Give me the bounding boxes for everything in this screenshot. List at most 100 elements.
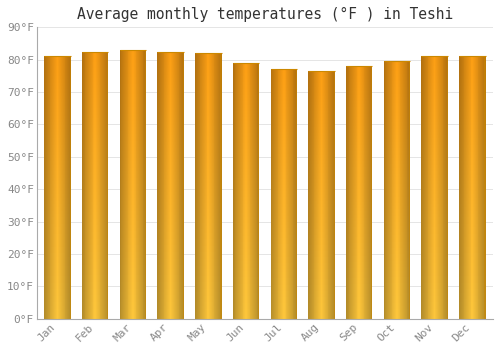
Bar <box>246 290 247 293</box>
Bar <box>314 201 316 204</box>
Bar <box>182 142 183 145</box>
Bar <box>164 225 166 229</box>
Bar <box>402 254 403 258</box>
Bar <box>431 224 432 227</box>
Bar <box>478 145 480 148</box>
Bar <box>312 93 314 96</box>
Bar <box>314 275 316 279</box>
Bar <box>123 316 124 319</box>
Bar <box>332 204 333 207</box>
Bar <box>424 73 425 76</box>
Bar <box>195 282 196 286</box>
Bar <box>94 169 95 172</box>
Bar <box>55 86 56 89</box>
Bar <box>125 124 126 127</box>
Bar <box>442 109 444 112</box>
Bar <box>389 293 390 296</box>
Bar <box>400 229 402 232</box>
Bar <box>170 155 172 159</box>
Bar <box>291 91 292 95</box>
Bar <box>270 260 272 263</box>
Bar <box>325 229 326 232</box>
Bar <box>95 245 96 249</box>
Bar <box>356 208 358 211</box>
Bar <box>124 124 125 127</box>
Bar <box>409 158 410 161</box>
Bar <box>167 306 168 309</box>
Bar <box>69 76 70 79</box>
Bar <box>437 56 438 60</box>
Bar <box>60 283 61 286</box>
Bar <box>358 303 359 306</box>
Bar <box>216 113 217 116</box>
Bar <box>203 176 204 180</box>
Bar <box>475 224 476 227</box>
Bar <box>182 162 183 165</box>
Bar <box>131 164 132 168</box>
Bar <box>197 196 198 200</box>
Bar <box>472 125 473 128</box>
Bar <box>310 80 311 83</box>
Bar <box>422 60 423 63</box>
Bar <box>323 161 324 164</box>
Bar <box>294 98 295 100</box>
Bar <box>218 166 219 169</box>
Bar <box>403 271 404 274</box>
Bar <box>474 286 475 289</box>
Bar <box>210 60 211 63</box>
Bar <box>390 225 392 229</box>
Bar <box>424 184 425 188</box>
Bar <box>475 253 476 257</box>
Bar <box>392 309 394 313</box>
Bar <box>389 155 390 158</box>
Bar <box>326 310 328 313</box>
Bar <box>347 85 348 88</box>
Bar <box>161 169 162 172</box>
Title: Average monthly temperatures (°F ) in Teshi: Average monthly temperatures (°F ) in Te… <box>77 7 453 22</box>
Bar <box>353 158 354 161</box>
Bar <box>370 303 372 306</box>
Bar <box>178 292 180 295</box>
Bar <box>50 83 51 86</box>
Bar <box>353 177 354 180</box>
Bar <box>289 260 290 263</box>
Bar <box>295 272 296 275</box>
Bar <box>52 165 53 168</box>
Bar <box>170 145 172 148</box>
Bar <box>214 186 216 189</box>
Bar <box>478 244 480 247</box>
Bar <box>182 316 183 319</box>
Bar <box>281 210 282 213</box>
Bar <box>46 263 47 266</box>
Bar <box>246 306 247 309</box>
Bar <box>333 229 334 232</box>
Bar <box>236 105 237 108</box>
Bar <box>326 136 328 139</box>
Bar <box>292 94 294 98</box>
Bar <box>328 74 330 77</box>
Bar <box>205 193 206 196</box>
Bar <box>174 192 175 195</box>
Bar <box>212 133 214 136</box>
Bar <box>404 168 405 171</box>
Bar <box>431 63 432 66</box>
Bar <box>325 223 326 226</box>
Bar <box>430 112 431 116</box>
Bar <box>291 138 292 141</box>
Bar <box>282 113 283 116</box>
Bar <box>272 126 273 129</box>
Bar <box>325 139 326 142</box>
Bar <box>247 271 248 274</box>
Bar <box>352 202 353 205</box>
Bar <box>322 217 323 220</box>
Bar <box>445 178 446 181</box>
Bar <box>120 63 122 67</box>
Bar <box>320 238 322 242</box>
Bar <box>296 297 297 300</box>
Bar <box>252 201 253 204</box>
Bar <box>469 145 470 148</box>
Bar <box>202 196 203 200</box>
Bar <box>94 292 95 295</box>
Bar <box>210 176 211 180</box>
Bar <box>136 90 138 94</box>
